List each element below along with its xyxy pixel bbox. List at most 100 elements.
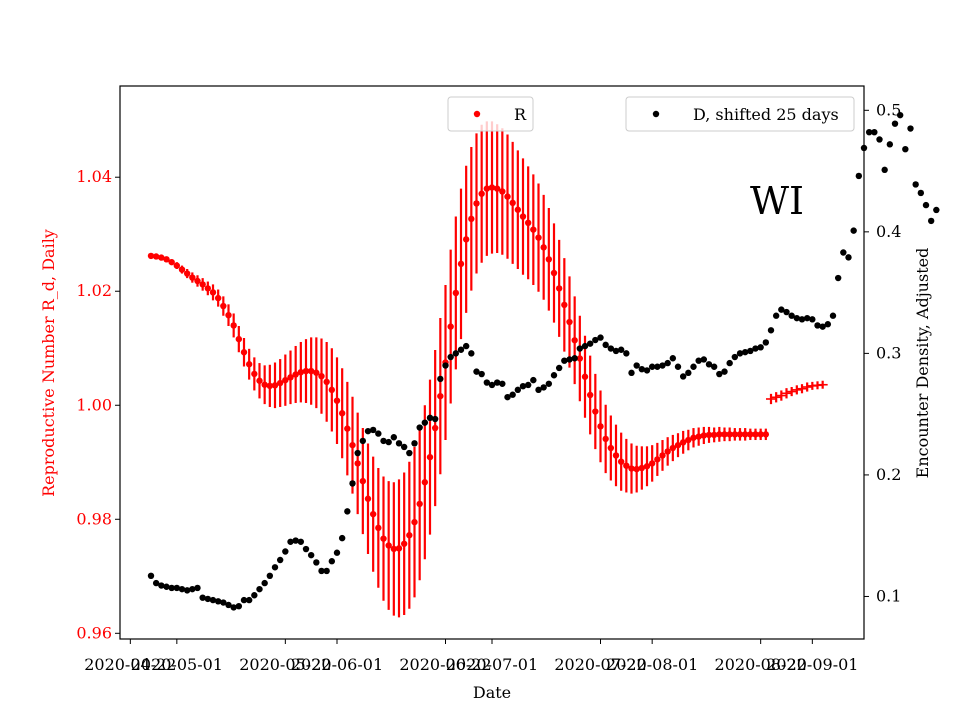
r-point — [757, 431, 764, 438]
d-point — [623, 350, 630, 357]
d-point — [612, 347, 620, 355]
r-point — [566, 318, 573, 326]
d-point — [566, 356, 573, 363]
d-point — [819, 323, 826, 330]
d-point — [442, 362, 449, 369]
d-point — [927, 217, 935, 225]
r-point — [509, 199, 516, 207]
r-point — [602, 435, 609, 443]
d-point — [648, 363, 656, 370]
d-point — [850, 227, 857, 234]
right-tick-label: 0.1 — [876, 586, 901, 605]
d-point — [400, 443, 408, 451]
r-point — [158, 254, 165, 261]
d-point — [462, 342, 470, 350]
d-point — [493, 379, 501, 386]
r-point — [700, 432, 708, 439]
r-point — [220, 302, 227, 310]
r-point — [256, 377, 263, 384]
d-point — [597, 334, 604, 341]
r-point — [664, 448, 671, 455]
d-point — [633, 362, 640, 369]
r-point — [659, 452, 666, 459]
r-point — [400, 540, 408, 547]
r-point — [493, 185, 501, 192]
d-point — [907, 125, 914, 132]
r-series-layer — [147, 121, 828, 618]
r-point — [457, 260, 465, 268]
d-point — [220, 599, 227, 606]
r-point — [209, 289, 217, 296]
r-point — [328, 386, 336, 394]
d-point — [349, 480, 356, 487]
r-point — [344, 425, 351, 432]
r-point — [266, 382, 274, 390]
d-point — [271, 564, 279, 571]
d-point — [679, 373, 687, 380]
x-tick-label: 2020-05-22 — [239, 655, 331, 674]
d-point — [788, 312, 795, 319]
r-point — [468, 215, 475, 223]
d-point — [147, 572, 155, 579]
legend-d-label: D, shifted 25 days — [693, 105, 839, 124]
r-point — [504, 193, 511, 200]
d-point — [194, 584, 201, 592]
r-point — [741, 431, 749, 438]
d-point — [762, 339, 770, 346]
d-point — [643, 367, 651, 374]
r-point — [349, 441, 356, 449]
d-point — [669, 355, 677, 362]
r-point — [592, 408, 599, 415]
r-point — [225, 311, 232, 319]
d-point — [865, 128, 873, 136]
d-point — [168, 584, 175, 592]
r-point — [597, 423, 604, 430]
r-point — [638, 464, 646, 472]
d-point — [607, 345, 615, 352]
r-point — [540, 244, 547, 251]
d-point — [338, 534, 346, 542]
d-point — [902, 146, 909, 153]
r-point — [550, 269, 558, 277]
d-point — [514, 386, 522, 394]
d-point — [535, 386, 542, 394]
r-point — [679, 439, 687, 446]
d-point — [468, 350, 475, 357]
r-point — [178, 266, 186, 273]
r-point — [183, 270, 191, 277]
legend-r-marker — [473, 110, 481, 118]
x-tick-label: 2020-06-22 — [399, 655, 491, 674]
d-point — [871, 128, 878, 136]
d-point — [189, 585, 196, 593]
r-point — [235, 335, 243, 343]
x-tick-label: 2020-08-22 — [715, 655, 807, 674]
d-point — [261, 579, 268, 587]
d-point — [499, 380, 506, 387]
legend-r-label: R — [514, 105, 527, 124]
r-point — [623, 462, 630, 469]
r-point — [364, 495, 372, 502]
d-point — [700, 356, 708, 363]
legend-d-frame — [625, 96, 855, 132]
r-point — [530, 226, 537, 233]
d-point — [772, 312, 780, 319]
d-point — [922, 201, 930, 209]
r-point — [524, 219, 532, 227]
x-tick-label: 2020-07-22 — [554, 655, 646, 674]
r-point — [643, 463, 651, 470]
d-point — [333, 549, 341, 556]
d-point — [369, 426, 377, 434]
d-point — [638, 365, 646, 373]
d-point — [478, 370, 485, 378]
d-point — [519, 383, 527, 390]
r-point — [571, 337, 578, 344]
d-point — [545, 380, 553, 387]
r-point — [726, 431, 733, 438]
r-point — [447, 323, 454, 330]
left-axis-label: Reproductive Number R_d, Daily — [39, 229, 58, 497]
d-point — [814, 322, 821, 329]
d-point — [214, 598, 222, 605]
r-point — [147, 252, 155, 260]
d-point — [716, 370, 723, 378]
